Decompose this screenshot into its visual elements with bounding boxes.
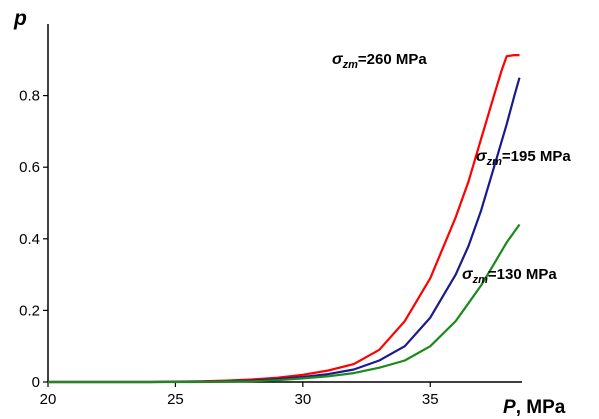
y-tick-label: 0.4 (19, 231, 40, 248)
series-label-260: σzm=260 MPa (332, 51, 427, 71)
x-tick-label: 25 (167, 391, 184, 408)
series-label-260-text: =260 MPa (358, 51, 427, 68)
series-lines (48, 53, 521, 384)
series-line-195 (48, 77, 521, 384)
y-tick-label: 0.8 (19, 88, 40, 105)
series-label-130-subscript: zm (472, 274, 489, 286)
y-tick-label: 0.6 (19, 159, 40, 176)
x-axis-label: P, MPa (503, 397, 566, 418)
y-tick-label: 0 (32, 374, 40, 391)
series-label-260-symbol: σ (332, 51, 344, 68)
series-line-260 (48, 53, 520, 384)
series-label-195-subscript: zm (486, 156, 503, 168)
y-axis-label: p (13, 7, 27, 30)
x-tick-label: 20 (40, 391, 57, 408)
series-label-195-symbol: σ (476, 148, 488, 165)
plot-area: 20 25 30 35 0 0.2 0.4 0.6 0.8 (19, 24, 522, 408)
x-axis-label-unit: , MPa (516, 397, 566, 418)
series-label-195-text: =195 MPa (502, 148, 571, 165)
axis-ticks: 20 25 30 35 0 0.2 0.4 0.6 0.8 (19, 88, 438, 408)
y-tick-label: 0.2 (19, 302, 40, 319)
series-label-130-text: =130 MPa (488, 266, 557, 283)
series-line-130 (48, 223, 521, 384)
series-label-130: σzm=130 MPa (462, 266, 557, 286)
x-axis-label-symbol: P (503, 397, 516, 418)
series-label-130-symbol: σ (462, 266, 474, 283)
x-tick-label: 30 (294, 391, 311, 408)
series-label-260-subscript: zm (342, 59, 359, 71)
x-tick-label: 35 (422, 391, 439, 408)
series-label-195: σzm=195 MPa (476, 148, 571, 168)
